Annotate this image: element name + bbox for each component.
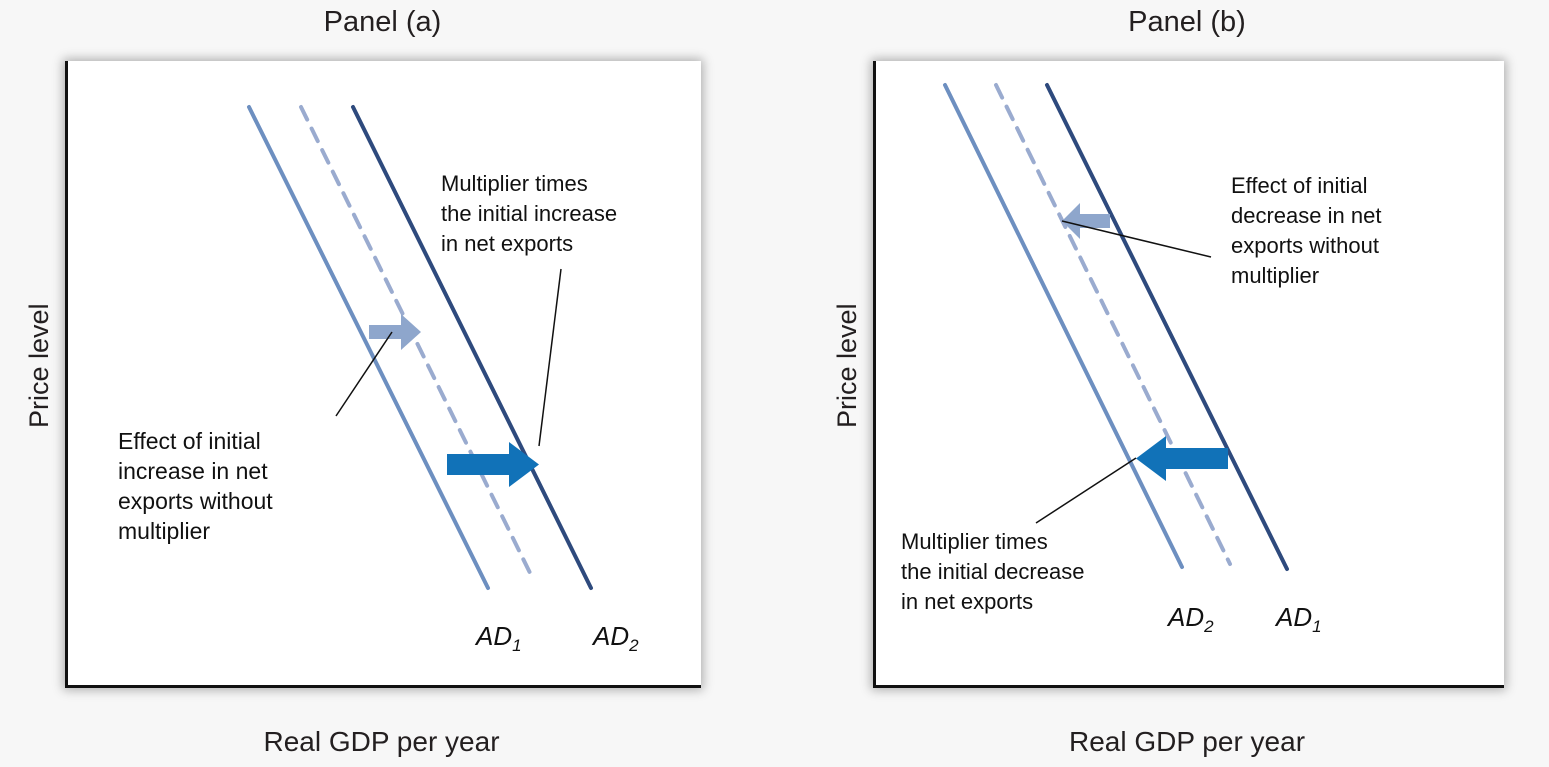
svg-text:exports without: exports without bbox=[118, 488, 273, 514]
svg-text:AD1: AD1 bbox=[474, 621, 522, 655]
svg-text:Multiplier times: Multiplier times bbox=[441, 171, 588, 196]
svg-text:the initial increase: the initial increase bbox=[441, 201, 617, 226]
svg-text:AD2: AD2 bbox=[1166, 602, 1214, 636]
svg-text:AD1: AD1 bbox=[1274, 602, 1322, 636]
svg-text:Multiplier times: Multiplier times bbox=[901, 529, 1048, 554]
svg-text:increase in net: increase in net bbox=[118, 458, 268, 484]
svg-text:AD2: AD2 bbox=[591, 621, 639, 655]
svg-text:Effect of initial: Effect of initial bbox=[118, 428, 261, 454]
svg-text:the initial decrease: the initial decrease bbox=[901, 559, 1084, 584]
svg-text:multiplier: multiplier bbox=[118, 518, 210, 544]
svg-text:decrease in net: decrease in net bbox=[1231, 203, 1381, 228]
svg-text:exports without: exports without bbox=[1231, 233, 1379, 258]
svg-text:in net exports: in net exports bbox=[901, 589, 1033, 614]
svg-text:Effect of initial: Effect of initial bbox=[1231, 173, 1368, 198]
svg-text:in net exports: in net exports bbox=[441, 231, 573, 256]
svg-text:multiplier: multiplier bbox=[1231, 263, 1319, 288]
